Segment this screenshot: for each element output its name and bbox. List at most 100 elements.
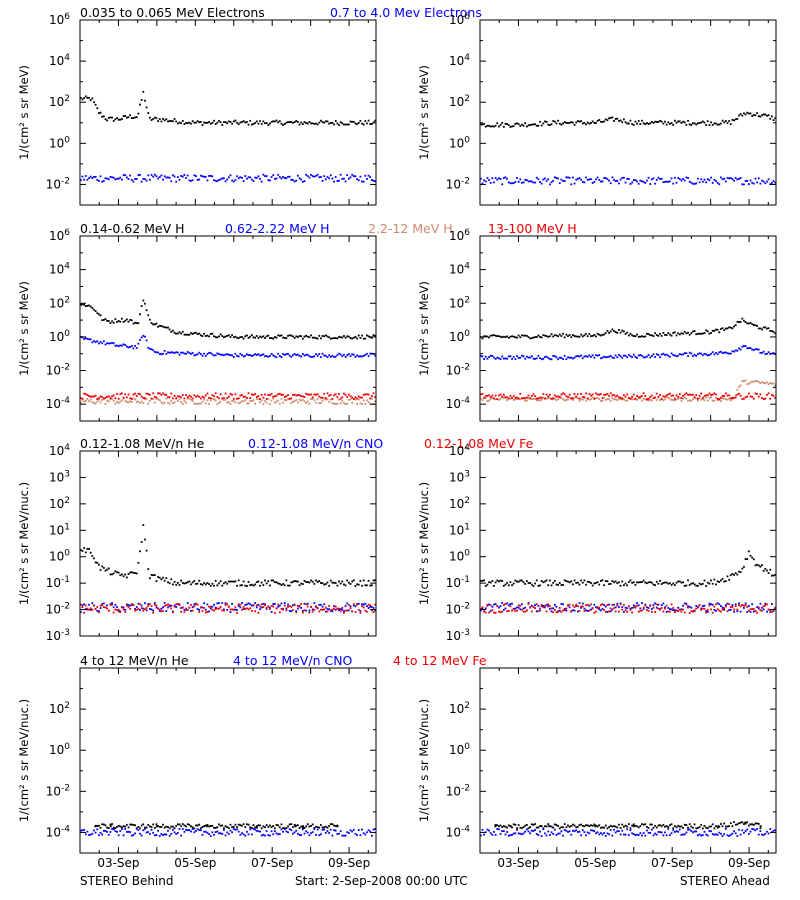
data-point — [316, 354, 319, 357]
data-point — [214, 399, 217, 402]
data-point — [606, 119, 609, 122]
data-point — [629, 829, 632, 832]
data-point — [188, 394, 191, 397]
data-point — [514, 579, 517, 582]
data-point — [550, 123, 553, 126]
data-point — [506, 399, 509, 402]
data-point — [185, 607, 187, 610]
data-point — [511, 826, 513, 829]
data-point — [111, 398, 113, 400]
data-point — [537, 834, 540, 836]
data-point — [761, 179, 763, 182]
data-point — [696, 177, 699, 180]
data-point — [565, 607, 568, 610]
data-point — [311, 397, 314, 400]
data-point — [372, 828, 375, 831]
data-point — [693, 122, 696, 125]
data-point — [761, 564, 763, 567]
data-point — [766, 603, 768, 606]
data-point — [759, 327, 762, 330]
header-r4-cno: 4 to 12 MeV/n CNO — [233, 653, 353, 668]
data-point — [744, 602, 747, 605]
data-point — [292, 335, 294, 338]
data-point — [369, 397, 372, 400]
data-point — [680, 122, 683, 124]
data-point — [114, 397, 117, 400]
data-point — [770, 382, 773, 385]
data-point — [292, 179, 294, 181]
data-point — [726, 394, 729, 397]
data-point — [346, 354, 349, 357]
data-point — [660, 831, 663, 834]
data-point — [757, 823, 760, 825]
data-point — [124, 319, 127, 322]
data-point — [682, 604, 684, 607]
data-point — [199, 120, 202, 123]
data-point — [563, 607, 566, 610]
data-point — [502, 396, 505, 399]
data-point — [152, 392, 155, 395]
data-point — [139, 173, 141, 176]
data-point — [690, 825, 693, 828]
data-point — [581, 180, 584, 183]
data-point — [770, 574, 773, 577]
data-point — [244, 121, 247, 124]
data-point — [199, 829, 202, 832]
data-point — [111, 116, 113, 119]
data-point — [672, 607, 675, 609]
data-point — [695, 604, 698, 607]
data-point — [739, 571, 742, 573]
data-point — [604, 177, 607, 179]
data-point — [670, 608, 673, 611]
data-point — [91, 602, 94, 605]
data-point — [764, 353, 767, 355]
data-point — [157, 607, 160, 610]
data-point — [678, 393, 681, 395]
data-point — [367, 401, 370, 403]
data-point — [698, 122, 701, 124]
data-point — [764, 832, 767, 835]
data-point — [706, 399, 709, 402]
data-point — [655, 603, 658, 606]
data-point — [572, 121, 574, 124]
data-point — [696, 397, 699, 400]
data-point — [346, 335, 349, 338]
data-point — [493, 356, 495, 359]
data-point — [721, 825, 724, 828]
data-point — [608, 826, 610, 829]
data-point — [303, 580, 306, 582]
data-point — [572, 357, 574, 360]
data-point — [257, 603, 260, 606]
data-point — [488, 829, 490, 832]
data-point — [93, 395, 95, 398]
data-point — [558, 356, 561, 359]
data-point — [565, 358, 568, 360]
data-point — [369, 584, 372, 587]
data-point — [601, 397, 604, 400]
data-point — [550, 825, 553, 828]
data-point — [766, 610, 768, 613]
data-point — [634, 120, 637, 123]
data-point — [567, 396, 569, 398]
data-point — [150, 322, 153, 324]
data-point — [530, 123, 533, 126]
data-point — [749, 347, 752, 350]
data-point — [657, 395, 660, 398]
data-point — [296, 336, 299, 338]
data-point — [558, 582, 561, 584]
data-point — [224, 602, 227, 605]
data-point — [575, 396, 578, 399]
data-point — [352, 579, 355, 582]
data-point — [488, 336, 490, 339]
data-point — [254, 602, 257, 604]
data-point — [598, 179, 601, 181]
data-point — [231, 580, 234, 583]
data-point — [162, 606, 164, 609]
data-point — [606, 329, 609, 332]
data-point — [637, 581, 640, 584]
data-point — [664, 581, 666, 584]
data-point — [481, 606, 484, 609]
data-point — [496, 605, 499, 607]
data-point — [511, 833, 513, 836]
